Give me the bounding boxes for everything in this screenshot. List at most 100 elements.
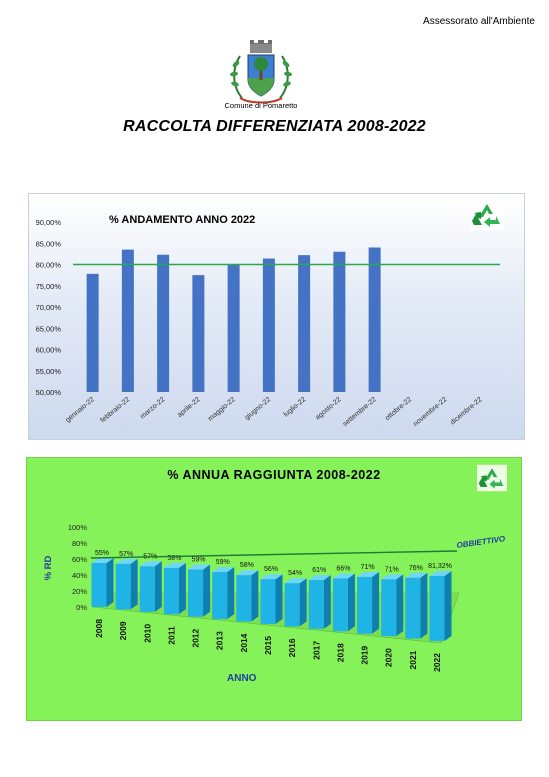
bar-top [188,564,211,570]
bar [308,580,324,629]
data-label: 57% [119,551,133,558]
y-tick-label: 90,00% [36,218,62,227]
x-tick-label: 2011 [166,626,176,645]
bar [368,247,381,392]
bar [429,575,445,641]
target-label: OBBIETTIVO [456,534,506,550]
bar [298,255,311,392]
y-tick-label: 65,00% [36,324,62,333]
y-tick-label: 80,00% [36,261,62,270]
data-label: 61% [312,567,326,574]
y-tick-label: 100% [68,523,88,532]
bar-side [130,558,138,610]
chart-title: % ANNUA RAGGIUNTA 2008-2022 [167,468,380,482]
y-tick-label: 85,00% [36,239,62,248]
x-tick-label: agosto-22 [314,396,342,421]
y-tick-label: 75,00% [36,282,62,291]
x-tick-label: 2019 [360,645,370,664]
x-tick-label: 2014 [239,633,249,652]
bar [260,579,276,624]
monthly-chart: % ANDAMENTO ANNO 2022 50,00% 55,00% 60,00% 6… [36,214,500,428]
monthly-chart-panel: % ANDAMENTO ANNO 2022 50,00% 55,00% 60,00% 6… [28,193,525,440]
bar-top [212,566,235,572]
bar-side [444,570,452,641]
x-tick-label: 2017 [311,641,321,660]
bar [163,567,179,615]
bar-side [420,572,428,639]
y-tick-label: 50,00% [36,388,62,397]
bar [333,251,346,392]
bar-top [236,570,259,576]
x-tick-label: 2020 [384,648,394,667]
data-label: 58% [240,562,254,569]
bar-top [381,574,404,580]
bar-top [332,573,355,579]
bar-top [115,558,138,564]
x-tick-label: 2021 [408,650,418,669]
data-label: 58% [167,555,181,562]
x-tick-label: 2009 [118,621,128,640]
y-tick-label: 55,00% [36,367,62,376]
x-axis-label: ANNO [227,673,257,684]
bar-top [139,561,162,567]
bar-top [405,572,428,578]
bar-side [203,564,211,617]
bar [212,571,228,620]
y-tick-label: 80% [72,539,87,548]
x-tick-label: ottobre-22 [384,396,413,422]
x-tick-label: 2015 [263,636,273,655]
x-tick-label: gennaio-22 [65,396,96,424]
bar-top [260,574,283,580]
x-tick-label: 2008 [94,619,104,638]
bar [139,566,155,612]
data-label: 76% [409,565,423,572]
x-tick-label: luglio-22 [283,396,308,418]
department-label: Assessorato all'Ambiente [423,16,535,27]
bar-side [396,574,404,637]
x-tick-label: novembre-22 [412,396,448,428]
x-tick-label: 2018 [335,643,345,662]
municipality-name: Comune di Pomaretto [224,101,298,110]
bar-top [357,571,380,577]
x-tick-label: 2012 [191,628,201,647]
x-tick-label: settembre-22 [342,396,378,428]
data-label: 71% [385,566,399,573]
bar-top [429,570,452,576]
annual-chart-panel: % ANNUA RAGGIUNTA 2008-2022 0% 20% 40% 60% 80… [26,457,522,721]
bar-side [178,562,186,615]
bar [357,576,373,634]
data-label: 66% [336,565,350,572]
bar-side [275,574,283,624]
y-axis-label: % RD [43,555,54,580]
data-label: 71% [361,564,375,571]
x-tick-label: aprile-22 [176,396,201,419]
recycle-icon [470,200,504,230]
bar [405,577,421,639]
y-tick-label: 20% [72,587,87,596]
bar-top [284,578,307,584]
x-tick-label: maggio-22 [207,396,237,423]
bar [284,583,300,627]
bar-top [308,575,331,581]
y-tick-label: 60,00% [36,346,62,355]
bar-side [227,566,235,620]
data-label: 59% [216,559,230,566]
bar [157,254,170,392]
bar-side [323,575,331,629]
bar [332,578,348,632]
data-label: 56% [264,566,278,573]
bar [236,575,252,622]
bar [86,273,99,392]
x-tick-label: dicembre-22 [449,396,483,426]
x-tick-label: 2010 [142,624,152,643]
y-tick-label: 0% [76,603,87,612]
x-tick-label: febbraio-22 [100,396,132,424]
x-tick-label: 2022 [432,653,442,672]
bar-top [91,558,114,563]
bar [121,249,134,392]
bar [262,258,275,392]
bar-side [299,578,307,627]
y-tick-label: 60% [72,555,87,564]
x-tick-label: 2016 [287,638,297,657]
data-label: 54% [288,570,302,577]
